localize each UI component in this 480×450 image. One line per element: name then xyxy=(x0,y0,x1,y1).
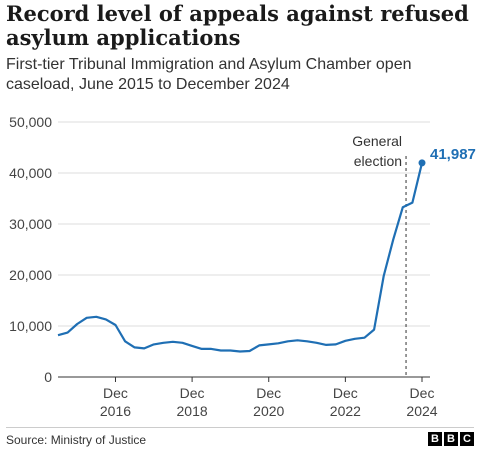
logo-letter-b1: B xyxy=(428,432,442,446)
caseload-series-line xyxy=(57,162,424,353)
latest-value-label: 41,987 xyxy=(430,146,476,163)
chart-subtitle: First-tier Tribunal Immigration and Asyl… xyxy=(6,56,412,93)
line-chart: 0 10,000 20,000 30,000 40,000 50,000 Dec 2016 De… xyxy=(9,114,476,419)
y-tick-label: 30,000 xyxy=(9,216,52,232)
latest-value-marker xyxy=(418,159,426,167)
bbc-logo: B B C xyxy=(428,432,474,446)
y-tick-label: 50,000 xyxy=(9,114,52,130)
y-tick-label: 40,000 xyxy=(9,165,52,181)
chart-title: Record level of appeals against refused … xyxy=(6,1,469,50)
x-tick-label-year: 2020 xyxy=(253,403,284,419)
x-tick-label-month: Dec xyxy=(333,385,358,401)
x-tick-label-month: Dec xyxy=(103,385,128,401)
logo-letter-c: C xyxy=(460,432,474,446)
source-note: Source: Ministry of Justice xyxy=(6,433,147,447)
election-label: General xyxy=(352,133,402,149)
election-label: election xyxy=(354,153,402,169)
x-tick-label-year: 2022 xyxy=(330,403,361,419)
x-tick-label-year: 2018 xyxy=(177,403,208,419)
footer-divider xyxy=(6,427,474,428)
x-tick-label-month: Dec xyxy=(410,385,435,401)
y-tick-label: 10,000 xyxy=(9,318,52,334)
logo-letter-b2: B xyxy=(444,432,458,446)
x-tick-label-year: 2016 xyxy=(100,403,131,419)
y-tick-label: 20,000 xyxy=(9,267,52,283)
y-tick-label: 0 xyxy=(44,369,52,385)
x-tick-label-month: Dec xyxy=(256,385,281,401)
x-tick-label-year: 2024 xyxy=(406,403,437,419)
x-tick-label-month: Dec xyxy=(180,385,205,401)
